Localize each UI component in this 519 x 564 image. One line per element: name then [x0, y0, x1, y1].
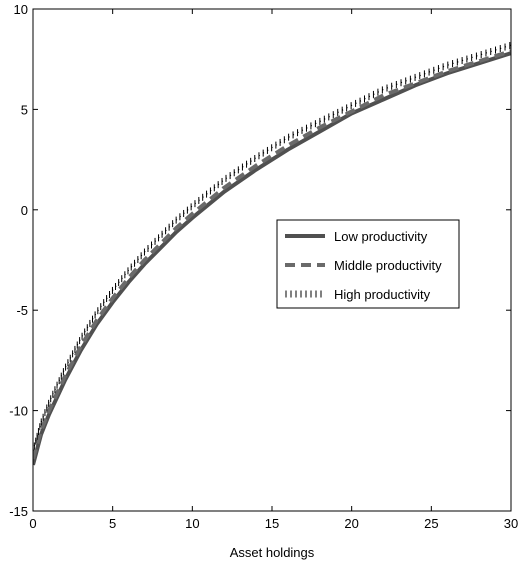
legend-label-low-productivity: Low productivity	[334, 229, 428, 244]
axis-ticks: 0 5 10 15 20 25 30 -15 -10 -5 0 5 10	[9, 2, 518, 531]
y-tick-label: 10	[14, 2, 28, 17]
series-line-middle-productivity	[33, 49, 511, 460]
legend-label-middle-productivity: Middle productivity	[334, 258, 442, 273]
y-tick-label: -5	[16, 303, 28, 318]
legend-label-high-productivity: High productivity	[334, 287, 431, 302]
x-axis-title: Asset holdings	[230, 545, 315, 560]
x-tick-label: 0	[29, 516, 36, 531]
x-tick-label: 5	[109, 516, 116, 531]
x-tick-label: 25	[424, 516, 438, 531]
series-ticks-high-productivity	[33, 42, 511, 455]
y-tick-label: 0	[21, 203, 28, 218]
plot-area	[33, 42, 511, 466]
x-tick-label: 15	[265, 516, 279, 531]
x-tick-label: 30	[504, 516, 518, 531]
legend-swatch-high-productivity	[285, 290, 322, 298]
y-tick-label: -15	[9, 504, 28, 519]
y-tick-label: 5	[21, 102, 28, 117]
x-tick-label: 20	[344, 516, 358, 531]
legend: Low productivity Middle productivity High …	[276, 219, 460, 309]
y-tick-label: -10	[9, 404, 28, 419]
x-tick-label: 10	[185, 516, 199, 531]
